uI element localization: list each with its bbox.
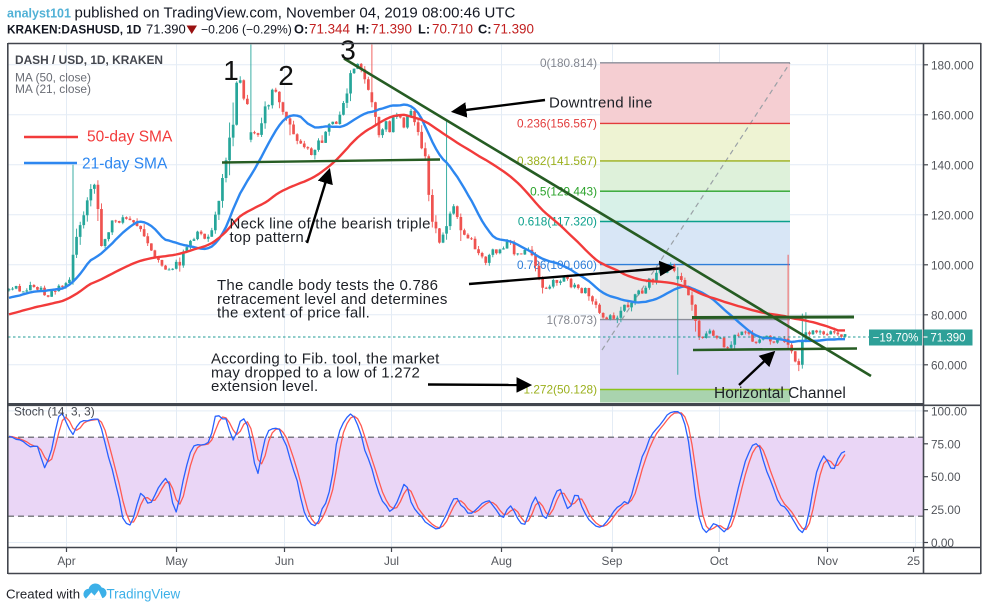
svg-text:−19.70%: −19.70% [873, 333, 919, 345]
svg-text:25.00: 25.00 [931, 503, 961, 517]
svg-text:71.390: 71.390 [146, 22, 186, 37]
svg-text:71.390: 71.390 [371, 22, 412, 37]
svg-text:140.000: 140.000 [931, 158, 974, 172]
svg-text:MA (21, close): MA (21, close) [15, 82, 91, 96]
svg-text:DASH / USD, 1D, KRAKEN: DASH / USD, 1D, KRAKEN [15, 53, 163, 67]
svg-text:Oct: Oct [710, 554, 729, 568]
svg-text:Horizontal Channel: Horizontal Channel [714, 385, 846, 402]
svg-text:Downtrend line: Downtrend line [549, 95, 653, 112]
svg-text:H:: H: [356, 22, 370, 37]
svg-text:71.390: 71.390 [930, 333, 965, 345]
svg-text:1.272(50.128): 1.272(50.128) [524, 383, 598, 397]
svg-text:1: 1 [223, 55, 239, 86]
svg-text:80.000: 80.000 [931, 308, 968, 322]
svg-text:published on TradingView.com,: published on TradingView.com, November 0… [75, 5, 516, 22]
svg-text:analyst101: analyst101 [7, 7, 71, 21]
svg-text:the extent of price fall.: the extent of price fall. [217, 305, 370, 322]
svg-text:extension level.: extension level. [211, 378, 318, 395]
svg-text:60.000: 60.000 [931, 358, 968, 372]
svg-text:Nov: Nov [817, 554, 838, 568]
svg-text:O:: O: [294, 22, 308, 37]
svg-text:180.000: 180.000 [931, 58, 974, 72]
svg-text:50-day SMA: 50-day SMA [87, 129, 173, 146]
svg-text:Aug: Aug [491, 554, 512, 568]
svg-text:Apr: Apr [57, 554, 75, 568]
svg-text:25: 25 [907, 554, 921, 568]
svg-text:C:: C: [478, 22, 492, 37]
svg-text:160.000: 160.000 [931, 108, 974, 122]
svg-text:50.00: 50.00 [931, 470, 961, 484]
svg-text:May: May [165, 554, 187, 568]
svg-text:retracement level and determin: retracement level and determines [217, 291, 448, 308]
svg-text:TradingView: TradingView [107, 587, 181, 602]
svg-text:0.382(141.567): 0.382(141.567) [517, 154, 597, 168]
svg-text:Sep: Sep [602, 554, 623, 568]
svg-text:Stoch (14, 3, 3): Stoch (14, 3, 3) [14, 405, 95, 419]
svg-text:KRAKEN:DASHUSD, 1D: KRAKEN:DASHUSD, 1D [7, 23, 142, 37]
svg-text:Jun: Jun [275, 554, 294, 568]
svg-text:100.00: 100.00 [931, 404, 968, 418]
svg-text:0.236(156.567): 0.236(156.567) [517, 117, 597, 131]
svg-text:0.786(100.060): 0.786(100.060) [517, 258, 597, 272]
svg-text:Neck line of the bearish tripl: Neck line of the bearish triple [230, 216, 431, 233]
svg-text:MA (50, close): MA (50, close) [15, 71, 91, 85]
svg-text:2: 2 [278, 60, 294, 91]
svg-text:Created with: Created with [6, 587, 80, 602]
svg-text:1(78.073): 1(78.073) [547, 313, 598, 327]
svg-text:According to Fib. tool, the ma: According to Fib. tool, the market [211, 351, 440, 368]
svg-text:120.000: 120.000 [931, 208, 974, 222]
svg-text:may dropped to a low of 1.272: may dropped to a low of 1.272 [211, 365, 420, 382]
svg-text:71.390: 71.390 [493, 22, 534, 37]
svg-text:L:: L: [418, 22, 430, 37]
svg-text:top pattern.: top pattern. [230, 229, 309, 246]
svg-text:75.00: 75.00 [931, 437, 961, 451]
svg-text:Jul: Jul [384, 554, 399, 568]
svg-text:3: 3 [340, 35, 356, 66]
svg-text:100.000: 100.000 [931, 258, 974, 272]
svg-text:0.00: 0.00 [931, 536, 954, 550]
svg-text:The candle body tests the 0.78: The candle body tests the 0.786 [217, 277, 438, 294]
svg-text:71.344: 71.344 [309, 22, 351, 37]
svg-text:−0.206 (−0.29%): −0.206 (−0.29%) [201, 23, 292, 37]
svg-text:0(180.814): 0(180.814) [540, 56, 597, 70]
svg-text:21-day SMA: 21-day SMA [82, 156, 168, 173]
svg-text:70.710: 70.710 [432, 22, 473, 37]
